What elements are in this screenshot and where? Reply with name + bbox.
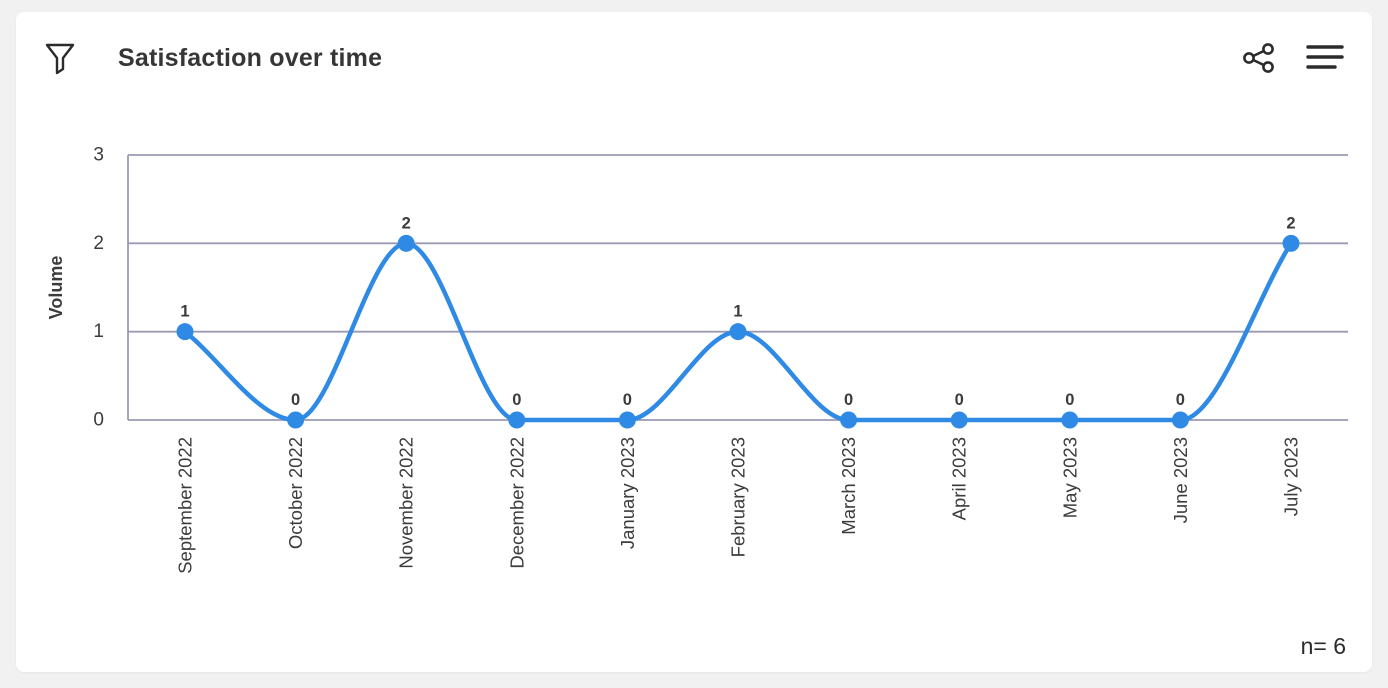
data-point-marker[interactable] <box>840 411 858 429</box>
x-tick-label: April 2023 <box>949 437 970 520</box>
chart-header: Satisfaction over time <box>16 12 1372 104</box>
data-point-label: 0 <box>512 391 521 409</box>
data-point-label: 0 <box>623 391 632 409</box>
x-tick-label: January 2023 <box>617 437 638 549</box>
data-point-label: 2 <box>402 214 411 232</box>
x-tick-label: June 2023 <box>1170 437 1191 523</box>
filter-icon[interactable] <box>44 41 76 75</box>
data-point-label: 0 <box>955 391 964 409</box>
data-point-marker[interactable] <box>508 411 526 429</box>
data-point-label: 2 <box>1286 214 1295 232</box>
y-tick-label: 2 <box>93 233 104 254</box>
data-point-marker[interactable] <box>729 323 747 341</box>
data-point-marker[interactable] <box>1171 411 1189 429</box>
line-chart: 0 1 2 3 Volume September 2022 October 2022 Nove… <box>46 145 1348 574</box>
data-point-label: 1 <box>733 303 742 321</box>
header-actions <box>1242 41 1344 75</box>
chart-title: Satisfaction over time <box>118 43 383 72</box>
x-tick-label: November 2022 <box>396 437 417 569</box>
data-point-marker[interactable] <box>397 234 415 252</box>
menu-icon[interactable] <box>1306 42 1344 74</box>
data-point-marker[interactable] <box>287 411 305 429</box>
x-tick-label: July 2023 <box>1281 437 1302 516</box>
y-axis-title: Volume <box>46 256 66 320</box>
x-tick-label: September 2022 <box>175 437 196 574</box>
y-tick-label: 3 <box>93 145 104 166</box>
sample-size-label: n= 6 <box>1300 633 1346 659</box>
data-point-marker[interactable] <box>1061 411 1079 429</box>
data-point-label: 0 <box>844 391 853 409</box>
share-icon[interactable] <box>1242 41 1276 75</box>
data-point-label: 0 <box>291 391 300 409</box>
data-point-marker[interactable] <box>618 411 636 429</box>
data-point-marker[interactable] <box>1282 234 1300 252</box>
y-tick-label: 0 <box>93 410 104 431</box>
x-tick-label: February 2023 <box>728 437 749 557</box>
data-point-marker[interactable] <box>176 323 194 341</box>
x-tick-label: December 2022 <box>506 437 527 569</box>
data-point-label: 1 <box>180 303 189 321</box>
data-point-label: 0 <box>1176 391 1185 409</box>
x-tick-label: March 2023 <box>838 437 859 535</box>
x-tick-label: May 2023 <box>1059 437 1080 518</box>
data-point-marker[interactable] <box>950 411 968 429</box>
y-tick-label: 1 <box>93 321 104 342</box>
x-tick-label: October 2022 <box>285 437 306 549</box>
series-line <box>182 241 1294 423</box>
data-point-label: 0 <box>1065 391 1074 409</box>
chart-card: 0 1 2 3 Volume September 2022 October 2022 Nove… <box>16 12 1372 672</box>
